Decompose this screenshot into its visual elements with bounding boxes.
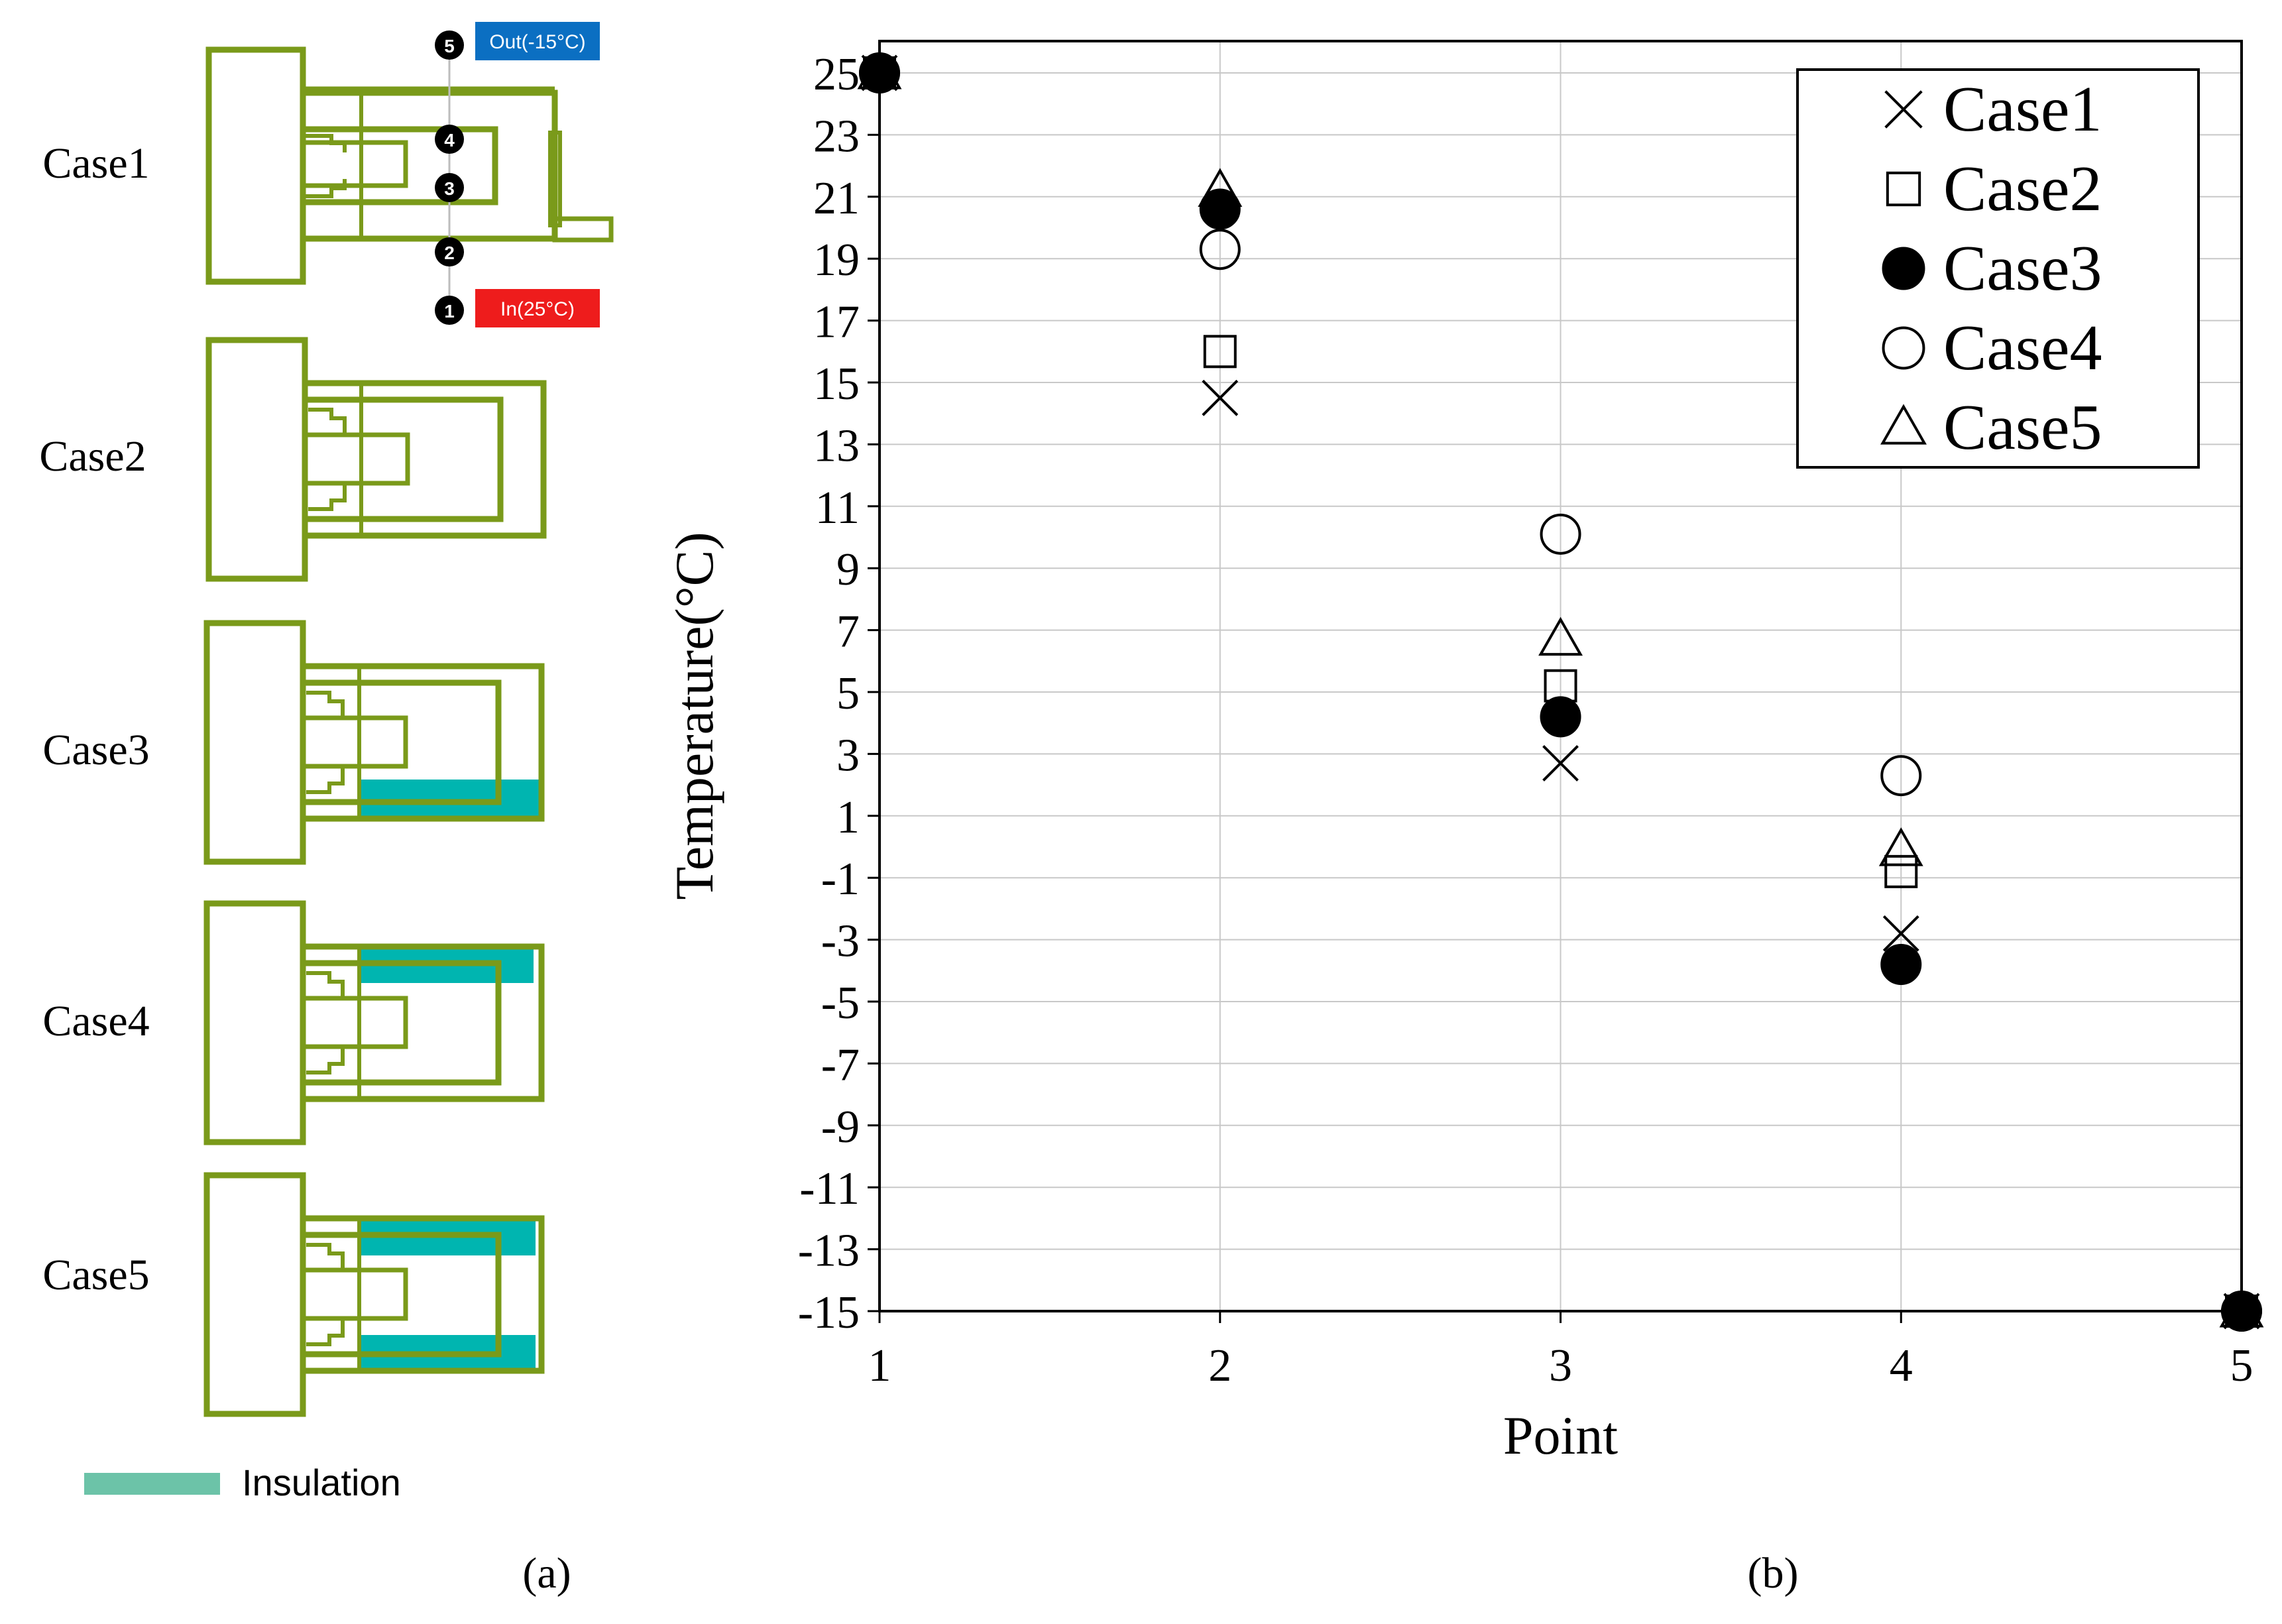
point-label-3: 3: [444, 178, 455, 199]
legend-marker-case5: [1880, 404, 1927, 445]
x-tick-label: 2: [1208, 1340, 1231, 1391]
marker-case3-point-3: [1540, 696, 1581, 738]
y-tick-label: 23: [813, 111, 860, 162]
y-tick-label: 15: [813, 359, 860, 410]
case5-schematic: [207, 1175, 542, 1414]
case4-schematic: [207, 903, 542, 1142]
legend-label-case1: Case1: [1943, 74, 2102, 145]
y-tick-label: -13: [798, 1226, 860, 1277]
y-tick-label: -9: [821, 1102, 860, 1153]
legend-marker-case4: [1882, 326, 1925, 370]
case1-schematic: [205, 45, 614, 312]
y-tick-label: -7: [821, 1039, 860, 1090]
y-tick-label: 25: [813, 49, 860, 100]
case-label-3: Case3: [42, 726, 149, 774]
y-tick-label: -15: [798, 1287, 860, 1338]
marker-case4-point-2: [1199, 229, 1241, 270]
legend-label-case5: Case5: [1943, 392, 2102, 463]
marker-case5-point-4: [1878, 827, 1923, 866]
y-tick-label: 19: [813, 235, 860, 286]
marker-case5-point-2: [1198, 168, 1243, 207]
case-label-2: Case2: [39, 432, 146, 481]
marker-case2-point-4: [1884, 854, 1918, 888]
case5-insulation-top: [360, 1221, 536, 1255]
y-tick-label: 13: [813, 420, 860, 471]
marker-case3-point-2: [1199, 188, 1241, 230]
y-tick-label: 3: [836, 730, 860, 781]
case2-schematic: [209, 340, 543, 579]
point-markers: 5 4 3 2 1: [435, 30, 464, 325]
x-tick-label: 4: [1890, 1340, 1913, 1391]
y-tick-label: 1: [836, 792, 860, 843]
marker-case1-point-4: [1882, 915, 1919, 952]
marker-case5-point-1: [857, 50, 902, 89]
in-badge: [475, 289, 600, 327]
panel-a-schematics: Case1 5 4 3 2 1 Out(-15°C): [39, 22, 614, 1597]
y-tick-label: -1: [821, 854, 860, 905]
case-label-1: Case1: [42, 139, 149, 188]
marker-case3-point-4: [1880, 943, 1922, 985]
y-tick-label: -3: [821, 916, 860, 967]
caption-a: (a): [522, 1549, 571, 1597]
point-label-4: 4: [444, 130, 455, 150]
point-label-5: 5: [444, 36, 455, 56]
legend-marker-case3: [1882, 247, 1925, 290]
point-label-1: 1: [444, 301, 455, 321]
case3-insulation: [361, 780, 542, 816]
marker-case5-point-5: [2219, 1288, 2264, 1328]
marker-case5-point-3: [1538, 616, 1583, 656]
marker-case4-point-4: [1880, 755, 1922, 797]
case-label-4: Case4: [42, 997, 149, 1045]
x-tick-label: 5: [2230, 1340, 2253, 1391]
marker-case2-point-2: [1203, 335, 1237, 369]
y-tick-label: -5: [821, 978, 860, 1029]
x-axis-label: Point: [1503, 1405, 1618, 1466]
point-label-2: 2: [444, 243, 455, 263]
x-tick-label: 1: [868, 1340, 891, 1391]
legend-label-case2: Case2: [1943, 153, 2102, 225]
legend-box: [1796, 68, 2200, 469]
out-badge: [475, 22, 600, 60]
y-tick-label: 5: [836, 668, 860, 719]
caption-b: (b): [1748, 1549, 1799, 1597]
x-tick-label: 3: [1549, 1340, 1572, 1391]
out-label: Out(-15°C): [489, 31, 585, 53]
legend-label-case3: Case3: [1943, 233, 2102, 304]
y-tick-label: 9: [836, 544, 860, 595]
in-label: In(25°C): [500, 298, 575, 320]
y-axis-label: Temperature(°C): [664, 532, 724, 899]
y-tick-label: 11: [815, 483, 860, 534]
y-tick-label: 17: [813, 297, 860, 348]
marker-case1-point-2: [1202, 379, 1239, 416]
y-tick-label: 21: [813, 173, 860, 224]
legend-label-case4: Case4: [1943, 312, 2102, 384]
legend-marker-case2: [1886, 171, 1921, 207]
insulation-swatch: [84, 1473, 220, 1495]
marker-case4-point-3: [1540, 513, 1581, 555]
case-label-5: Case5: [42, 1251, 149, 1299]
y-tick-label: -11: [799, 1163, 860, 1214]
marker-case1-point-3: [1542, 744, 1579, 782]
y-tick-label: 7: [836, 607, 860, 658]
legend-marker-case1: [1884, 90, 1923, 129]
temperature-chart: 252321191715131197531-1-3-5-7-9-11-13-15…: [664, 40, 2264, 1597]
case3-schematic: [207, 623, 542, 862]
insulation-legend-label: Insulation: [242, 1462, 401, 1503]
